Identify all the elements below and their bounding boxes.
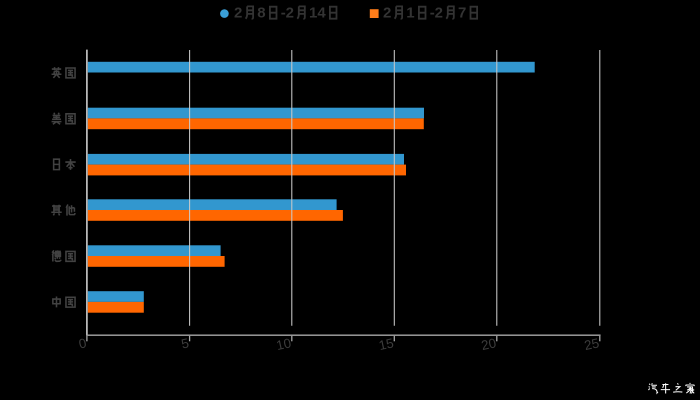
svg-text:7: 7 (458, 5, 466, 22)
svg-text:25: 25 (583, 335, 601, 353)
svg-text:8: 8 (257, 5, 265, 22)
svg-text:10: 10 (275, 335, 293, 353)
svg-text:5: 5 (180, 335, 190, 351)
svg-text:14: 14 (309, 5, 326, 22)
svg-text:1: 1 (406, 5, 414, 22)
svg-text:20: 20 (480, 335, 498, 353)
svg-text:2: 2 (234, 5, 242, 22)
svg-text:15: 15 (377, 335, 395, 353)
svg-text:-2: -2 (430, 5, 443, 22)
svg-text:0: 0 (77, 335, 87, 351)
svg-text:2: 2 (383, 5, 391, 22)
svg-text:-2: -2 (281, 5, 294, 22)
